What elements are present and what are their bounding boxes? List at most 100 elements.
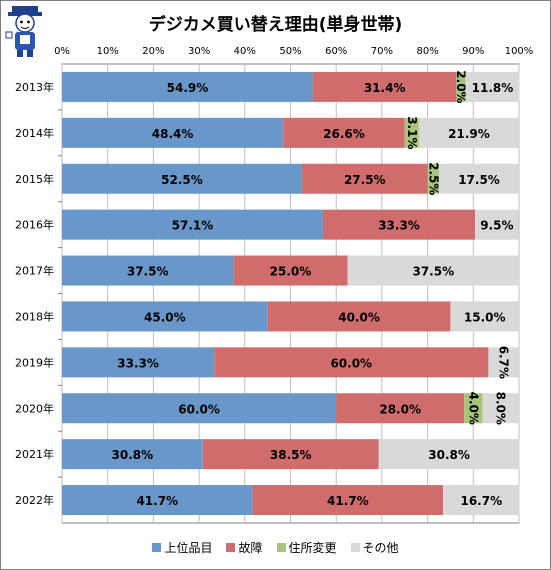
data-label: 30.8% bbox=[112, 448, 154, 462]
bar-segment bbox=[439, 163, 519, 194]
bar-segment bbox=[443, 485, 520, 516]
x-tick-label: 20% bbox=[142, 46, 164, 57]
data-label: 31.4% bbox=[364, 81, 406, 95]
bar-segment bbox=[404, 117, 419, 148]
bar-segment bbox=[252, 485, 444, 516]
data-label: 2.0% bbox=[454, 70, 468, 103]
legend-label: 故障 bbox=[238, 541, 263, 555]
y-category-label: 2020年 bbox=[15, 401, 54, 415]
data-label: 4.0% bbox=[466, 392, 480, 425]
legend-label: 上位品目 bbox=[164, 541, 213, 555]
data-label: 52.5% bbox=[161, 173, 203, 187]
y-category-label: 2018年 bbox=[15, 309, 54, 323]
bar-segment bbox=[465, 71, 520, 102]
bar-segment bbox=[62, 255, 234, 286]
bar-segment bbox=[456, 71, 466, 102]
legend-swatch bbox=[226, 543, 236, 552]
bar-segment bbox=[62, 347, 215, 378]
legend-item: 住所変更 bbox=[276, 539, 337, 556]
legend-swatch bbox=[350, 543, 360, 552]
data-label: 54.9% bbox=[167, 81, 209, 95]
x-tick-label: 10% bbox=[97, 46, 119, 57]
x-tick-label: 0% bbox=[54, 46, 70, 57]
bar-segment bbox=[482, 393, 519, 424]
y-category-label: 2022年 bbox=[15, 493, 54, 507]
bar-segment bbox=[475, 209, 519, 240]
data-label: 15.0% bbox=[464, 310, 506, 324]
data-label: 33.3% bbox=[117, 356, 159, 370]
data-label: 16.7% bbox=[460, 494, 502, 508]
data-label: 60.0% bbox=[330, 356, 372, 370]
bar-segment bbox=[62, 71, 313, 102]
bar-segment bbox=[450, 301, 519, 332]
bar-segment bbox=[62, 117, 284, 148]
data-label: 8.0% bbox=[494, 392, 508, 425]
legend-item: 上位品目 bbox=[152, 539, 212, 556]
x-tick-label: 40% bbox=[234, 46, 256, 57]
data-label: 28.0% bbox=[379, 402, 421, 416]
bar-segment bbox=[347, 255, 519, 286]
bar-segment bbox=[62, 163, 302, 194]
chart-title: デジカメ買い替え理由(単身世帯) bbox=[148, 15, 403, 35]
data-label: 17.5% bbox=[458, 173, 500, 187]
legend-swatch bbox=[276, 543, 286, 552]
bar-segment bbox=[267, 301, 451, 332]
bar-segment bbox=[301, 163, 428, 194]
x-tick-label: 90% bbox=[462, 46, 484, 57]
x-tick-label: 30% bbox=[188, 46, 210, 57]
legend-swatch bbox=[152, 543, 162, 552]
data-label: 48.4% bbox=[152, 127, 194, 141]
data-label: 38.5% bbox=[270, 448, 312, 462]
data-label: 33.3% bbox=[378, 219, 420, 233]
bar-segment bbox=[322, 209, 476, 240]
bar-segment bbox=[427, 163, 440, 194]
data-label: 30.8% bbox=[428, 448, 470, 462]
x-tick-label: 70% bbox=[371, 46, 393, 57]
data-label: 6.7% bbox=[497, 346, 511, 379]
bar-segment bbox=[336, 393, 465, 424]
data-label: 37.5% bbox=[127, 265, 169, 279]
legend-item: 故障 bbox=[226, 539, 263, 556]
x-tick-label: 60% bbox=[325, 46, 347, 57]
legend-label: 住所変更 bbox=[288, 541, 337, 555]
bar-segment bbox=[62, 301, 268, 332]
legend-label: その他 bbox=[362, 541, 399, 555]
y-category-label: 2019年 bbox=[15, 355, 54, 369]
data-label: 57.1% bbox=[172, 219, 214, 233]
y-category-label: 2014年 bbox=[15, 126, 54, 140]
x-tick-label: 50% bbox=[279, 46, 301, 57]
bar-segment bbox=[312, 71, 457, 102]
bar-segment bbox=[214, 347, 489, 378]
data-label: 3.1% bbox=[405, 116, 419, 149]
bar-segment bbox=[62, 439, 203, 470]
bar-segment bbox=[62, 485, 253, 516]
mascot-icon bbox=[5, 6, 42, 57]
bar-segment bbox=[283, 117, 405, 148]
legend-item: その他 bbox=[350, 539, 399, 556]
data-label: 9.5% bbox=[480, 219, 513, 233]
bar-segment bbox=[378, 439, 520, 470]
y-category-label: 2013年 bbox=[15, 80, 54, 94]
y-category-label: 2016年 bbox=[15, 218, 54, 232]
data-label: 25.0% bbox=[270, 265, 312, 279]
x-tick-label: 100% bbox=[505, 46, 534, 57]
y-category-label: 2015年 bbox=[15, 172, 54, 186]
bar-segment bbox=[418, 117, 519, 148]
x-tick-label: 80% bbox=[416, 46, 438, 57]
data-label: 41.7% bbox=[136, 494, 178, 508]
data-label: 60.0% bbox=[178, 402, 220, 416]
y-category-label: 2017年 bbox=[15, 264, 54, 278]
data-label: 21.9% bbox=[448, 127, 490, 141]
data-label: 2.5% bbox=[426, 162, 440, 195]
bar-segment bbox=[62, 209, 323, 240]
data-label: 37.5% bbox=[412, 265, 454, 279]
data-label: 45.0% bbox=[144, 310, 186, 324]
bar-segment bbox=[488, 347, 519, 378]
bar-segment bbox=[233, 255, 348, 286]
data-label: 27.5% bbox=[344, 173, 386, 187]
y-category-label: 2021年 bbox=[15, 447, 54, 461]
data-label: 26.6% bbox=[323, 127, 365, 141]
chart-legend: 上位品目 故障 住所変更 その他 bbox=[0, 539, 551, 556]
data-label: 41.7% bbox=[327, 494, 369, 508]
